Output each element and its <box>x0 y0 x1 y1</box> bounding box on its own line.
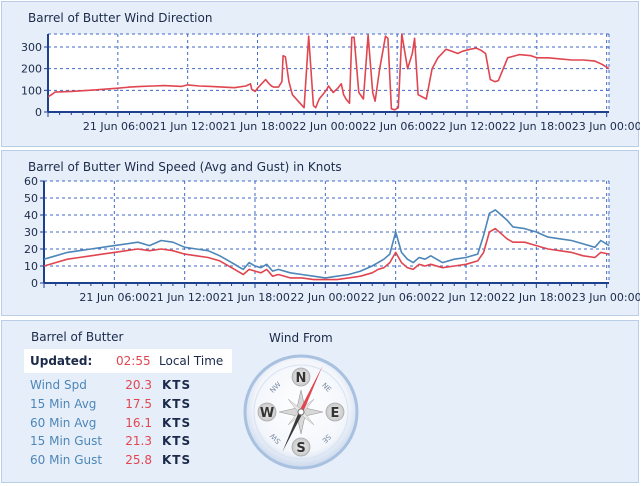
compass-s-badge <box>291 437 311 457</box>
wind-direction-chart: 0 100 200 300 21 Jun 06:00 21 Jun 12:00 21 Jun… <box>21 33 640 133</box>
reading-label: 60 Min Gust <box>30 453 103 467</box>
compass-e-badge <box>325 402 345 422</box>
y-tick-label: 40 <box>24 209 38 222</box>
wind-direction-panel: Barrel of Butter Wind Direction 0 100 200 3… <box>1 1 640 147</box>
updated-zone: Local Time <box>159 354 224 368</box>
x-tick-label: 21 Jun 06:00 <box>79 291 149 304</box>
y-tick-label: 60 <box>24 175 38 188</box>
current-conditions-panel: Barrel of Butter Updated: 02:55 Local Ti… <box>1 320 639 483</box>
reading-unit: KTS <box>162 378 192 392</box>
reading-value: 16.1 <box>125 416 152 430</box>
compass: N S E W NE NW SE SW <box>243 354 359 470</box>
reading-label: Wind Spd <box>30 378 87 392</box>
wind-direction-needle <box>282 365 323 452</box>
y-tick-label: 0 <box>35 106 42 119</box>
x-tick-label: 22 Jun 18:00 <box>501 291 571 304</box>
x-tick-label: 21 Jun 18:00 <box>220 291 290 304</box>
compass-w-badge <box>257 402 277 422</box>
x-tick-label: 22 Jun 06:00 <box>362 120 432 133</box>
x-tick-label: 21 Jun 12:00 <box>153 120 223 133</box>
reading-value: 25.8 <box>125 453 152 467</box>
compass-label-e: E <box>331 406 340 421</box>
reading-label: 60 Min Avg <box>30 416 97 430</box>
reading-unit: KTS <box>162 397 192 411</box>
y-tick-label: 20 <box>24 243 38 256</box>
x-tick-label: 22 Jun 12:00 <box>432 120 502 133</box>
x-tick-label: 21 Jun 12:00 <box>150 291 220 304</box>
chart-title: Barrel of Butter Wind Speed (Avg and Gus… <box>28 160 342 174</box>
reading-unit: KTS <box>162 453 192 467</box>
compass-label-n: N <box>296 371 307 386</box>
x-tick-label: 22 Jun 18:00 <box>502 120 572 133</box>
station-name: Barrel of Butter <box>31 330 124 344</box>
compass-ring <box>253 364 349 460</box>
wind-speed-panel: Barrel of Butter Wind Speed (Avg and Gus… <box>1 150 640 316</box>
x-tick-label: 23 Jun 00:00 <box>572 120 640 133</box>
wind-speed-chart: 0 10 20 30 40 50 60 21 Jun 06:00 21 Jun 12:00 21 … <box>24 175 640 304</box>
series-line-1 <box>43 227 610 281</box>
x-tick-label: 23 Jun 00:00 <box>572 291 640 304</box>
reading-value: 17.5 <box>125 397 152 411</box>
x-tick-label: 22 Jun 12:00 <box>431 291 501 304</box>
reading-unit: KTS <box>162 434 192 448</box>
y-tick-label: 0 <box>31 277 38 290</box>
series-line-0 <box>43 209 610 279</box>
compass-n-badge <box>291 367 311 387</box>
y-tick-label: 100 <box>21 84 42 97</box>
reading-unit: KTS <box>162 416 192 430</box>
reading-value: 20.3 <box>125 378 152 392</box>
compass-label-se: SE <box>320 432 332 444</box>
series-line-0 <box>47 33 610 111</box>
reading-value: 21.3 <box>125 434 152 448</box>
needle-hub <box>297 408 305 416</box>
y-tick-label: 50 <box>24 192 38 205</box>
y-tick-label: 10 <box>24 260 38 273</box>
y-tick-label: 300 <box>21 41 42 54</box>
x-tick-label: 22 Jun 06:00 <box>361 291 431 304</box>
chart-title: Barrel of Butter Wind Direction <box>28 11 213 25</box>
y-tick-label: 200 <box>21 63 42 76</box>
plot-area <box>48 34 609 112</box>
compass-label-s: S <box>296 441 305 456</box>
y-tick-label: 30 <box>24 226 38 239</box>
x-tick-label: 22 Jun 00:00 <box>290 291 360 304</box>
updated-box: Updated: 02:55 Local Time <box>24 349 232 373</box>
reading-label: 15 Min Gust <box>30 434 103 448</box>
x-tick-label: 21 Jun 18:00 <box>223 120 293 133</box>
updated-time: 02:55 <box>116 354 151 368</box>
x-tick-label: 22 Jun 00:00 <box>292 120 362 133</box>
compass-label-w: W <box>260 406 274 421</box>
updated-label: Updated: <box>30 354 93 368</box>
x-tick-label: 21 Jun 06:00 <box>83 120 153 133</box>
compass-title: Wind From <box>269 331 333 345</box>
reading-label: 15 Min Avg <box>30 397 97 411</box>
